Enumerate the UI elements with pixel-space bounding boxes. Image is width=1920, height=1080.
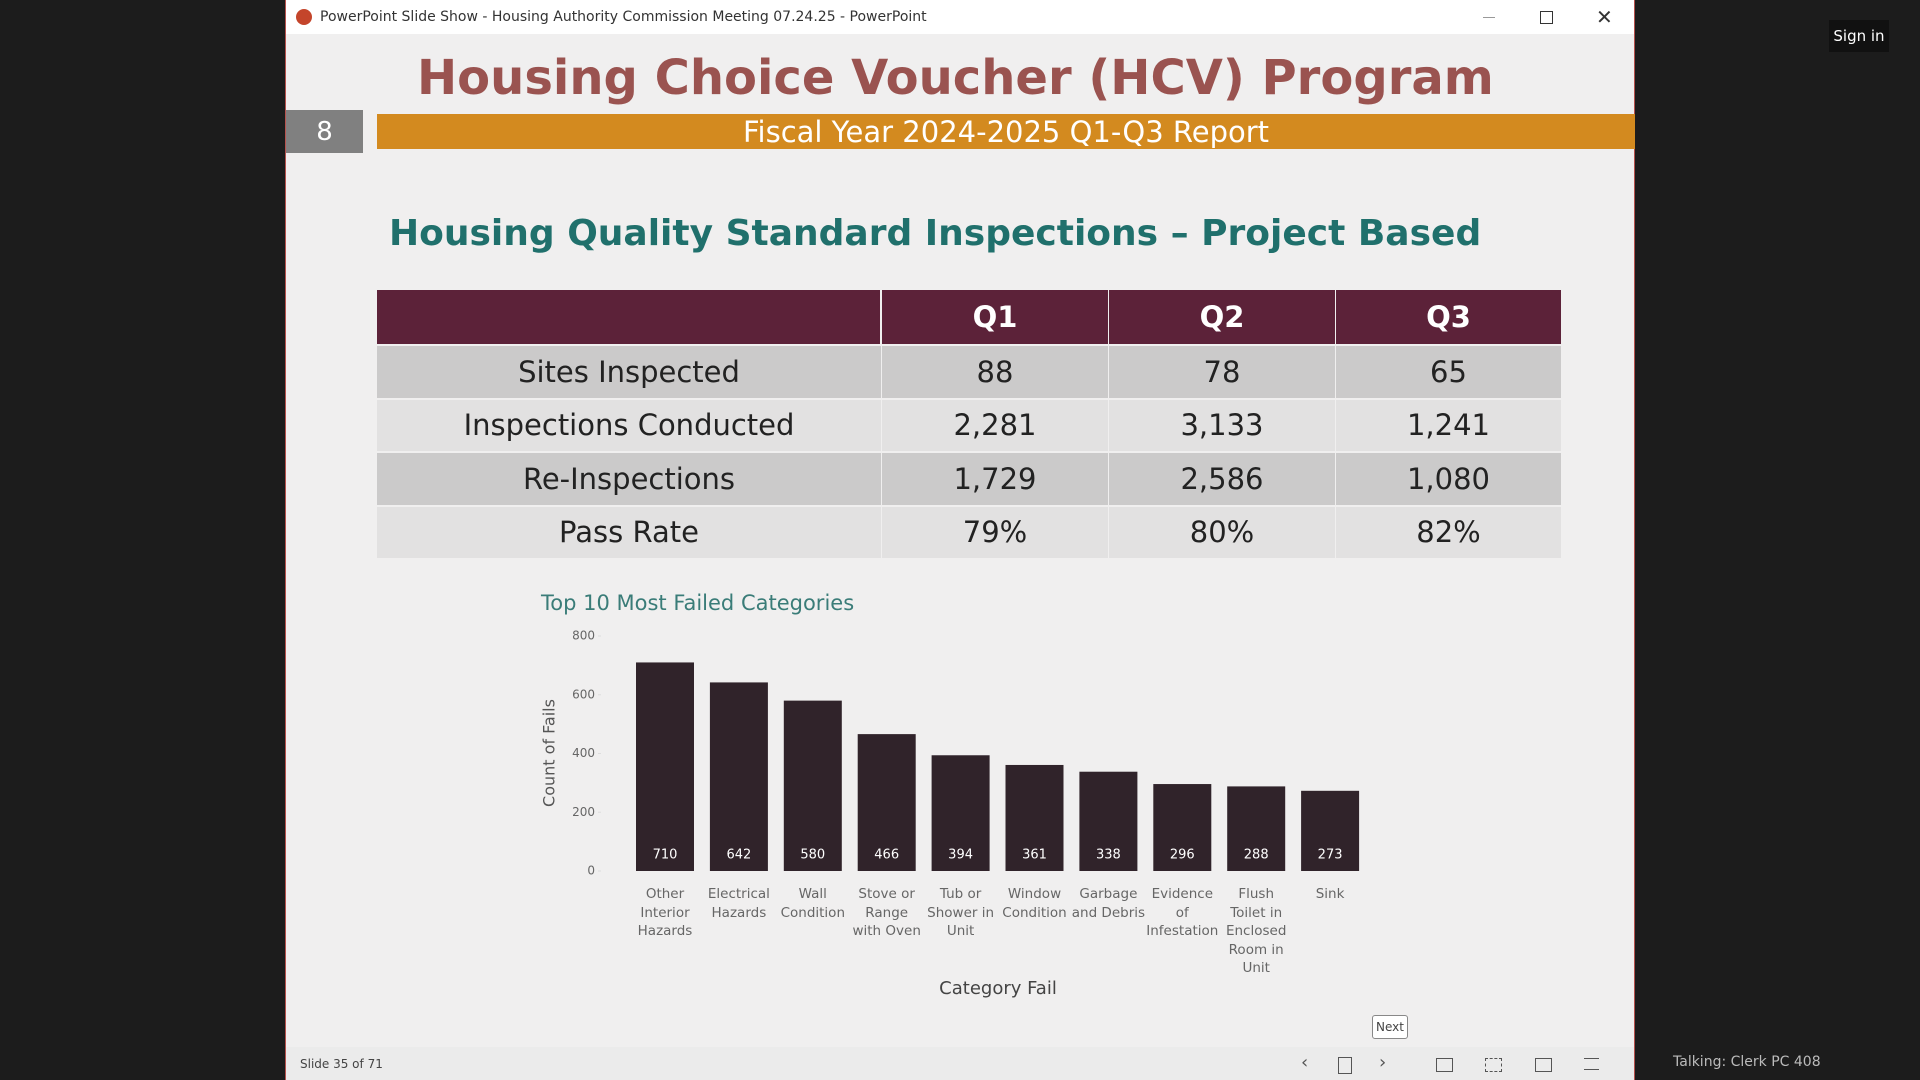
reading-view-button[interactable] — [1535, 1058, 1552, 1072]
value-label: 273 — [1318, 848, 1343, 863]
table-cell: 79% — [882, 506, 1108, 558]
y-tick-label: 600 — [572, 687, 595, 701]
y-tick-label: 0 — [587, 864, 595, 878]
header-cell: Q2 — [1109, 290, 1335, 344]
value-label: 394 — [948, 848, 973, 863]
slideshow-window: PowerPoint Slide Show - Housing Authorit… — [285, 0, 1635, 1080]
table-cell: 1,729 — [882, 453, 1108, 505]
bar — [857, 734, 916, 871]
table-cell: 82% — [1336, 506, 1561, 558]
value-label: 296 — [1170, 848, 1195, 863]
next-tooltip: Next — [1372, 1015, 1408, 1039]
bar — [1005, 764, 1064, 871]
bar — [636, 662, 694, 871]
slide-number: 8 — [286, 110, 363, 153]
bar — [1227, 786, 1286, 871]
table-cell: 88 — [882, 346, 1108, 398]
value-label: 580 — [800, 848, 825, 863]
chart-title: Top 10 Most Failed Categories — [541, 591, 855, 615]
notes-button[interactable] — [1338, 1057, 1352, 1074]
slide-title: Housing Choice Voucher (HCV) Program — [417, 50, 1494, 106]
x-tick-label: Flush Toilet in Enclosed Room in Unit — [1225, 886, 1287, 976]
table-cell: Sites Inspected — [377, 346, 881, 398]
bar — [1301, 790, 1360, 871]
y-tick-label: 800 — [572, 629, 595, 643]
table-cell: Pass Rate — [377, 506, 881, 558]
title-bar — [286, 0, 1634, 34]
maximize-button[interactable] — [1540, 11, 1553, 24]
header-cell — [377, 290, 880, 344]
x-tick-label: Garbage and Debris — [1071, 886, 1146, 921]
value-label: 466 — [874, 848, 899, 863]
x-tick-label: Wall Condition — [780, 886, 845, 921]
x-axis-label: Category Fail — [939, 978, 1057, 999]
x-tick-label: Stove or Range with Oven — [852, 886, 921, 939]
table-cell: 78 — [1109, 346, 1335, 398]
value-label: 710 — [653, 848, 678, 863]
table-cell: 2,586 — [1109, 453, 1335, 505]
window-title: PowerPoint Slide Show - Housing Authorit… — [320, 9, 927, 25]
close-button[interactable]: ✕ — [1596, 5, 1613, 29]
bar — [1079, 771, 1138, 871]
table-cell: 65 — [1336, 346, 1561, 398]
table-cell: Inspections Conducted — [377, 399, 881, 451]
table-cell: 80% — [1109, 506, 1335, 558]
y-axis-label: Count of Fails — [540, 699, 559, 807]
table-cell: Re-Inspections — [377, 453, 881, 505]
y-tick-label: 400 — [572, 746, 595, 760]
sign-in-button[interactable]: Sign in — [1829, 20, 1889, 52]
chart: 0 200 400 600 800 Count of Fails 710 642 580 466 3… — [540, 629, 1360, 878]
bar — [783, 700, 842, 871]
normal-view-button[interactable] — [1436, 1058, 1453, 1072]
header-cell: Q1 — [882, 290, 1108, 344]
minimize-button[interactable] — [1483, 17, 1495, 18]
x-tick-label: Tub or Shower in Unit — [927, 886, 995, 939]
value-label: 338 — [1096, 848, 1121, 863]
table-cell: 1,241 — [1336, 399, 1561, 451]
slide-subtitle: Fiscal Year 2024-2025 Q1-Q3 Report — [377, 114, 1635, 149]
bar — [1153, 784, 1212, 871]
y-tick-label: 200 — [572, 805, 595, 819]
slide-counter: Slide 35 of 71 — [300, 1057, 383, 1071]
table-cell: 2,281 — [882, 399, 1108, 451]
value-label: 642 — [726, 848, 751, 863]
x-tick-label: Sink — [1315, 886, 1345, 902]
value-label: 288 — [1244, 848, 1269, 863]
header-cell: Q3 — [1336, 290, 1561, 344]
slideshow-button[interactable] — [1584, 1058, 1599, 1070]
x-tick-label: Other Interior Hazards — [637, 886, 693, 939]
x-tick-label: Evidence of Infestation — [1146, 886, 1219, 939]
section-title: Housing Quality Standard Inspections – P… — [389, 213, 1482, 254]
bar — [709, 682, 768, 871]
bar — [931, 755, 990, 871]
status-bar — [286, 1047, 1634, 1080]
sorter-view-button[interactable] — [1485, 1058, 1502, 1072]
inspection-table: Q1 Q2 Q3 Sites Inspected 88 78 65 Inspections C… — [377, 290, 1561, 558]
app-icon — [296, 9, 312, 25]
x-tick-label: Window Condition — [1002, 886, 1067, 921]
table-cell: 3,133 — [1109, 399, 1335, 451]
x-tick-label: Electrical Hazards — [707, 886, 770, 921]
talking-indicator: Talking: Clerk PC 408 — [1673, 1054, 1821, 1070]
next-button[interactable]: › — [1379, 1052, 1387, 1073]
value-label: 361 — [1022, 848, 1047, 863]
previous-button[interactable]: ‹ — [1301, 1052, 1309, 1073]
table-cell: 1,080 — [1336, 453, 1561, 505]
